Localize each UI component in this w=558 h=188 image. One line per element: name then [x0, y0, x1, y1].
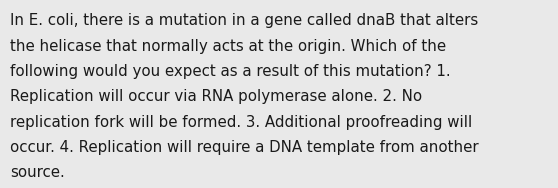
Text: source.: source. — [10, 165, 65, 180]
Text: In E. coli, there is a mutation in a gene called dnaB that alters: In E. coli, there is a mutation in a gen… — [10, 13, 478, 28]
Text: occur. 4. Replication will require a DNA template from another: occur. 4. Replication will require a DNA… — [10, 140, 479, 155]
Text: following would you expect as a result of this mutation? 1.: following would you expect as a result o… — [10, 64, 451, 79]
Text: the helicase that normally acts at the origin. Which of the: the helicase that normally acts at the o… — [10, 39, 446, 54]
Text: Replication will occur via RNA polymerase alone. 2. No: Replication will occur via RNA polymeras… — [10, 89, 422, 104]
Text: replication fork will be formed. 3. Additional proofreading will: replication fork will be formed. 3. Addi… — [10, 115, 472, 130]
